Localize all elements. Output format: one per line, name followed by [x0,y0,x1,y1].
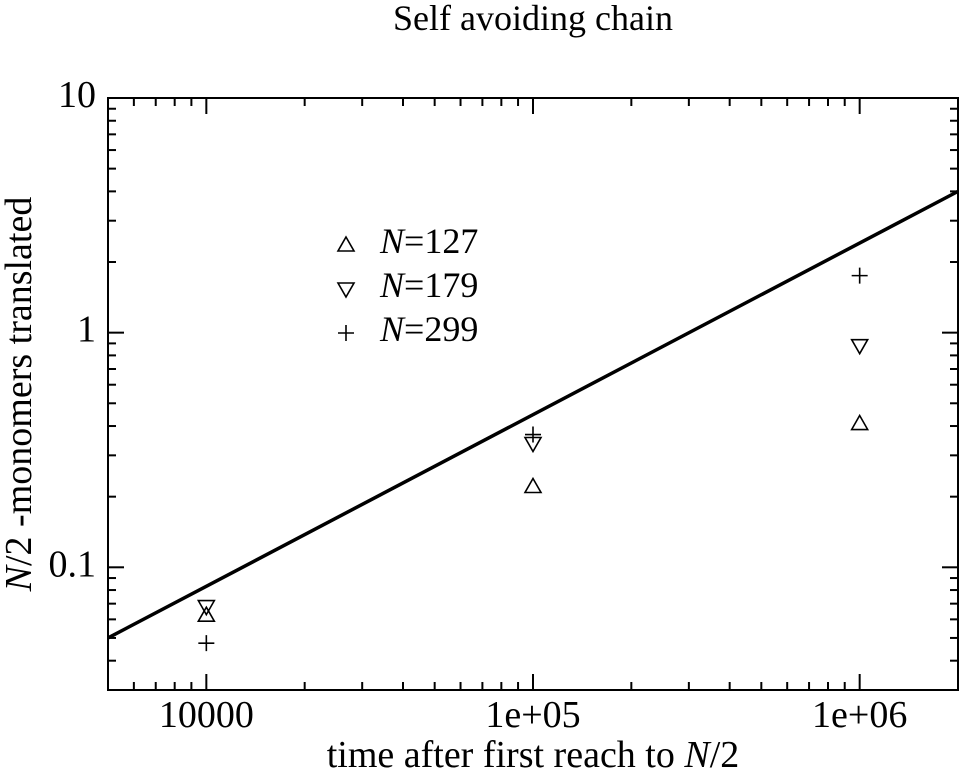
y-tick-label: 1 [77,308,96,350]
legend-marker [336,235,356,252]
data-point [851,267,868,284]
y-tick-label: 0.1 [49,543,97,585]
chart-title: Self avoiding chain [393,0,673,38]
data-point [525,426,541,443]
legend-marker [338,325,354,341]
fit-line [107,189,959,640]
data-point [850,413,870,431]
data-point [198,635,215,652]
legend-marker [336,282,356,299]
data-point [523,476,543,494]
x-tick-label: 1e+05 [485,694,580,736]
y-tick-label: 10 [58,74,96,116]
data-point [196,599,216,617]
plot-frame [107,97,959,691]
data-point [196,605,216,623]
data-point [850,338,870,356]
x-axis-label: time after first reach to N/2 [327,734,740,776]
y-axis-label: N/2 -monomers translated [0,197,40,593]
x-tick-label: 10000 [159,694,254,736]
x-tick-label: 1e+06 [812,694,907,736]
legend-label: N=299 [379,309,478,349]
legend-label: N=179 [379,265,478,305]
legend-label: N=127 [379,221,478,261]
